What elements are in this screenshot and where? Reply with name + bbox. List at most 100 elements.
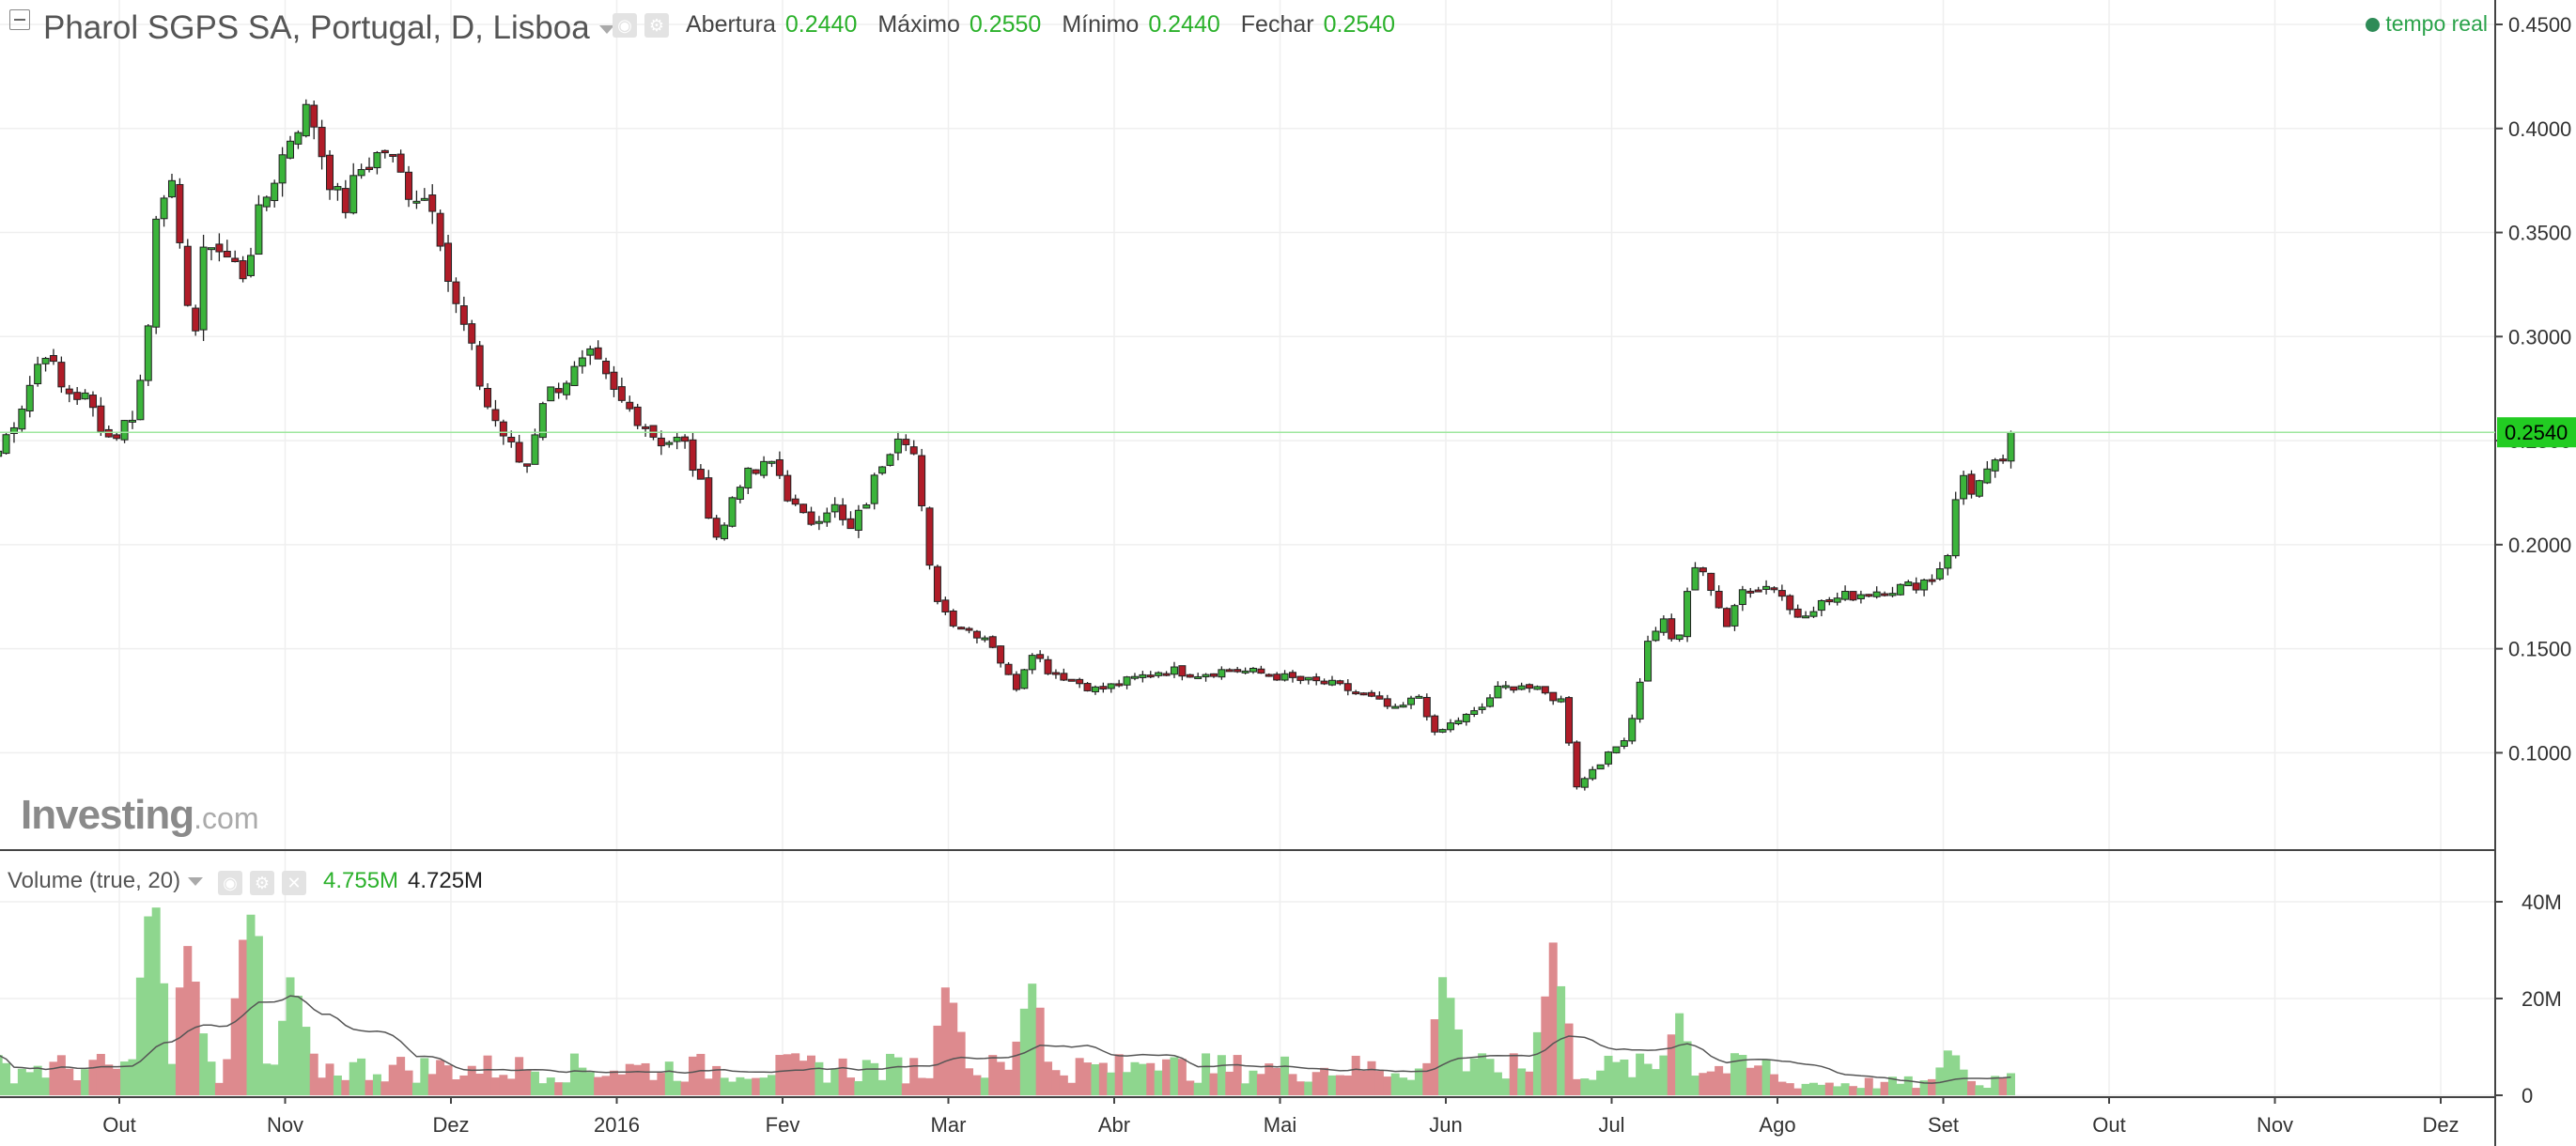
volume-bar-up: [81, 1069, 90, 1095]
candle-down: [1312, 676, 1321, 682]
volume-bar-down: [1422, 1062, 1432, 1095]
candle-down: [405, 171, 413, 200]
volume-bar-up: [1982, 1087, 1992, 1095]
open-label: Abertura: [686, 11, 776, 38]
candle-up: [886, 454, 894, 466]
chevron-down-icon[interactable]: [188, 877, 204, 887]
realtime-indicator: tempo real: [2366, 11, 2488, 37]
candle-down: [215, 243, 224, 253]
volume-bar-up: [2007, 1073, 2016, 1095]
candle-up: [1478, 706, 1486, 710]
candle-up: [34, 364, 42, 385]
candle-down: [1825, 598, 1834, 603]
volume-bar-down: [1067, 1082, 1077, 1095]
candle-down: [705, 477, 713, 519]
volume-bar-down: [475, 1074, 485, 1095]
candle-down: [925, 507, 934, 566]
candle-down: [918, 455, 926, 506]
volume-bar-up: [980, 1077, 989, 1095]
candle-down: [1573, 741, 1581, 788]
candle-down: [1793, 608, 1802, 618]
time-tick-label: Dez: [432, 1113, 469, 1137]
volume-bar-down: [56, 1055, 66, 1095]
volume-visibility-eye-icon[interactable]: ◉: [218, 871, 242, 895]
volume-bar-up: [1975, 1085, 1984, 1095]
price-tick-label: 0.2000: [2508, 534, 2571, 557]
candle-up: [373, 152, 381, 169]
volume-bar-up: [151, 907, 161, 1095]
volume-bar-down: [704, 1078, 713, 1095]
volume-bar-down: [601, 1076, 611, 1095]
candle-up: [1983, 468, 1992, 484]
candle-down: [657, 437, 665, 447]
volume-bar-up: [33, 1065, 42, 1095]
candle-up: [1960, 474, 1968, 500]
volume-bar-down: [1746, 1067, 1755, 1095]
volume-bar-up: [1280, 1056, 1290, 1095]
volume-settings-gear-icon[interactable]: ⚙: [250, 871, 274, 895]
volume-bar-up: [1028, 983, 1037, 1095]
candle-up: [665, 441, 674, 445]
volume-bar-up: [135, 977, 145, 1095]
time-tick-label: Jun: [1429, 1113, 1462, 1137]
candle-down: [1999, 458, 2008, 462]
visibility-eye-icon[interactable]: ◉: [613, 13, 637, 38]
candle-up: [1494, 685, 1502, 699]
volume-bar-down: [1564, 1023, 1574, 1095]
volume-bar-up: [1399, 1077, 1408, 1095]
volume-bar-up: [854, 1080, 863, 1095]
volume-bar-up: [1327, 1075, 1337, 1095]
volume-bar-up: [1675, 1013, 1684, 1095]
volume-bar-down: [609, 1070, 618, 1095]
candle-down: [846, 518, 855, 530]
candle-up: [830, 503, 839, 513]
candle-down: [428, 194, 437, 212]
volume-bar-down: [427, 1074, 437, 1095]
candle-down: [1099, 686, 1108, 690]
candle-down: [176, 183, 184, 243]
settings-gear-icon[interactable]: ⚙: [644, 13, 669, 38]
low-value: 0.2440: [1148, 11, 1220, 38]
chart-title[interactable]: Pharol SGPS SA, Portugal, D, Lisboa: [43, 9, 614, 47]
volume-bar-down: [459, 1075, 469, 1095]
candle-down: [957, 627, 966, 630]
volume-bar-up: [1462, 1071, 1471, 1095]
volume-bar-up: [767, 1075, 776, 1095]
volume-bar-down: [680, 1081, 690, 1095]
volume-bar-down: [1044, 1061, 1053, 1095]
candle-up: [81, 392, 89, 400]
chevron-down-icon[interactable]: [598, 25, 614, 35]
volume-ma-value: 4.725M: [408, 868, 484, 893]
volume-close-icon[interactable]: ✕: [282, 871, 306, 895]
volume-bar-up: [0, 1055, 3, 1095]
volume-bar-down: [404, 1070, 413, 1095]
candle-down: [1849, 591, 1857, 601]
volume-bar-up: [562, 1082, 571, 1095]
time-tick-label: Out: [102, 1113, 135, 1137]
volume-indicator-header[interactable]: Volume (true, 20): [8, 868, 222, 894]
candle-down: [1777, 590, 1786, 597]
candle-down: [1383, 698, 1391, 707]
candle-down: [1257, 668, 1265, 674]
volume-bar-down: [239, 939, 248, 1095]
volume-bar-down: [838, 1058, 847, 1095]
collapse-toggle-icon[interactable]: [9, 9, 30, 30]
candle-up: [1462, 713, 1470, 722]
volume-bar-up: [1896, 1083, 1905, 1095]
candle-down: [696, 469, 705, 480]
candle-down: [712, 518, 721, 538]
volume-bar-up: [349, 1061, 358, 1095]
volume-bar-up: [1446, 998, 1455, 1095]
candle-down: [436, 212, 444, 247]
volume-bar-up: [17, 1068, 26, 1095]
volume-bar-down: [617, 1074, 627, 1095]
candle-down: [1565, 697, 1574, 744]
volume-bar-down: [65, 1068, 74, 1095]
volume-bar-up: [1469, 1058, 1479, 1095]
candle-up: [1304, 676, 1312, 681]
volume-title: Volume (true, 20): [8, 868, 181, 893]
candle-up: [1872, 591, 1881, 597]
candle-down: [223, 250, 231, 258]
candle-up: [1589, 768, 1597, 780]
